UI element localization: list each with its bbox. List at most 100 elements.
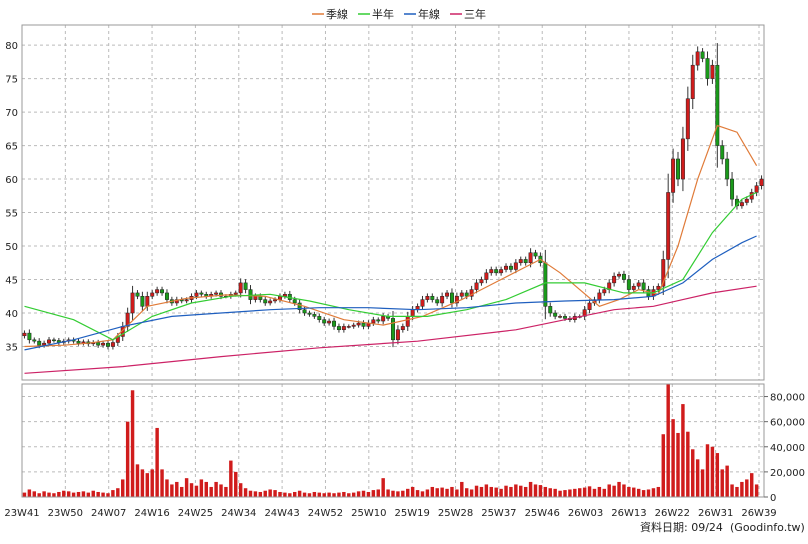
volume-bar-121 [617,481,621,497]
candle-body-109 [558,316,563,318]
candle-body-97 [499,269,504,274]
x-tick-3: 24W16 [134,508,169,519]
price-y-tick-0: 35 [5,343,18,354]
candle-body-133 [676,158,680,180]
volume-bar-36 [199,479,204,497]
volume-bar-6 [52,493,56,497]
candle-body-24 [140,296,145,307]
candle-body-92 [474,282,479,290]
volume-bar-58 [307,493,312,497]
candle-body-91 [469,289,474,297]
candle-body-85 [440,296,445,304]
ma-line-0 [24,124,758,348]
price-y-tick-4: 55 [5,209,18,220]
candle-body-87 [449,292,454,304]
candle-body-98 [504,265,508,270]
volume-bar-61 [322,493,326,497]
x-tick-15: 26W22 [655,508,690,519]
candle-body-135 [685,98,690,140]
volume-bar-114 [582,487,587,497]
volume-bar-56 [297,490,302,497]
volume-bar-130 [661,434,665,497]
volume-bar-111 [568,489,572,497]
candle-body-77 [400,326,405,331]
volume-bar-72 [376,489,380,497]
x-tick-12: 25W46 [525,508,560,519]
volume-bar-32 [179,486,184,497]
candle-body-86 [445,292,450,297]
volume-bar-144 [730,484,734,497]
volume-bar-33 [184,478,189,497]
x-tick-17: 26W39 [741,508,776,519]
candle-body-67 [351,324,356,327]
volume-y-tick-1: 20,000 [770,468,805,479]
volume-bar-37 [204,481,208,497]
volume-bar-103 [528,481,533,497]
price-y-tick-1: 40 [5,309,18,320]
volume-bar-140 [710,446,715,497]
volume-bar-10 [71,492,76,497]
candle-body-46 [248,289,253,300]
candle-body-58 [307,312,312,315]
volume-bar-2 [32,491,37,497]
x-tick-13: 26W03 [568,508,603,519]
volume-bar-60 [317,492,322,497]
volume-bar-142 [720,469,724,497]
x-tick-9: 25W19 [395,508,430,519]
volume-bar-40 [219,484,223,497]
volume-bar-108 [553,488,557,497]
volume-bar-0 [22,492,27,497]
volume-bar-66 [347,493,351,497]
volume-bar-147 [745,479,749,497]
volume-bar-21 [125,421,130,497]
candle-body-0 [22,332,27,337]
volume-bar-62 [327,492,331,497]
volume-bar-146 [740,481,744,497]
volume-bar-141 [715,453,720,497]
volume-bar-28 [160,469,164,497]
volume-bar-42 [229,460,233,497]
volume-bar-48 [258,491,263,497]
candle-body-79 [410,309,415,317]
ma-line-2 [24,235,757,351]
volume-bar-43 [234,471,238,497]
x-tick-2: 24W07 [91,508,126,519]
volume-bar-79 [410,486,415,497]
volume-bar-107 [548,488,552,497]
volume-bar-54 [288,493,292,497]
candle-body-65 [341,326,346,331]
candle-body-18 [110,342,115,347]
volume-bar-105 [538,485,543,497]
volume-bar-77 [401,490,405,497]
volume-bar-81 [420,491,425,497]
volume-bar-25 [145,473,150,497]
volume-bar-131 [666,384,670,497]
candle-body-132 [671,158,676,193]
volume-bar-47 [253,491,258,497]
volume-bar-5 [47,492,51,497]
candle-body-141 [715,64,720,146]
volume-bar-132 [671,419,675,497]
candle-body-23 [135,292,140,297]
candle-body-61 [322,319,327,324]
volume-bar-80 [415,490,420,497]
volume-bar-129 [656,486,661,497]
volume-bar-119 [607,484,611,497]
volume-bar-70 [366,491,371,497]
candle-body-142 [720,145,725,160]
volume-bar-123 [627,486,631,497]
volume-y-tick-0: 0 [770,493,776,504]
volume-bar-89 [460,481,464,497]
volume-bar-93 [479,486,484,497]
candle-body-110 [563,316,567,319]
candle-body-2 [32,339,37,342]
volume-bar-91 [469,489,474,497]
candle-body-1 [27,332,32,341]
candle-body-138 [700,51,705,59]
candle-body-84 [435,299,440,304]
volume-bar-125 [636,488,641,497]
candle-body-39 [214,292,219,295]
volume-bar-145 [735,486,739,497]
candle-body-6 [51,339,56,342]
